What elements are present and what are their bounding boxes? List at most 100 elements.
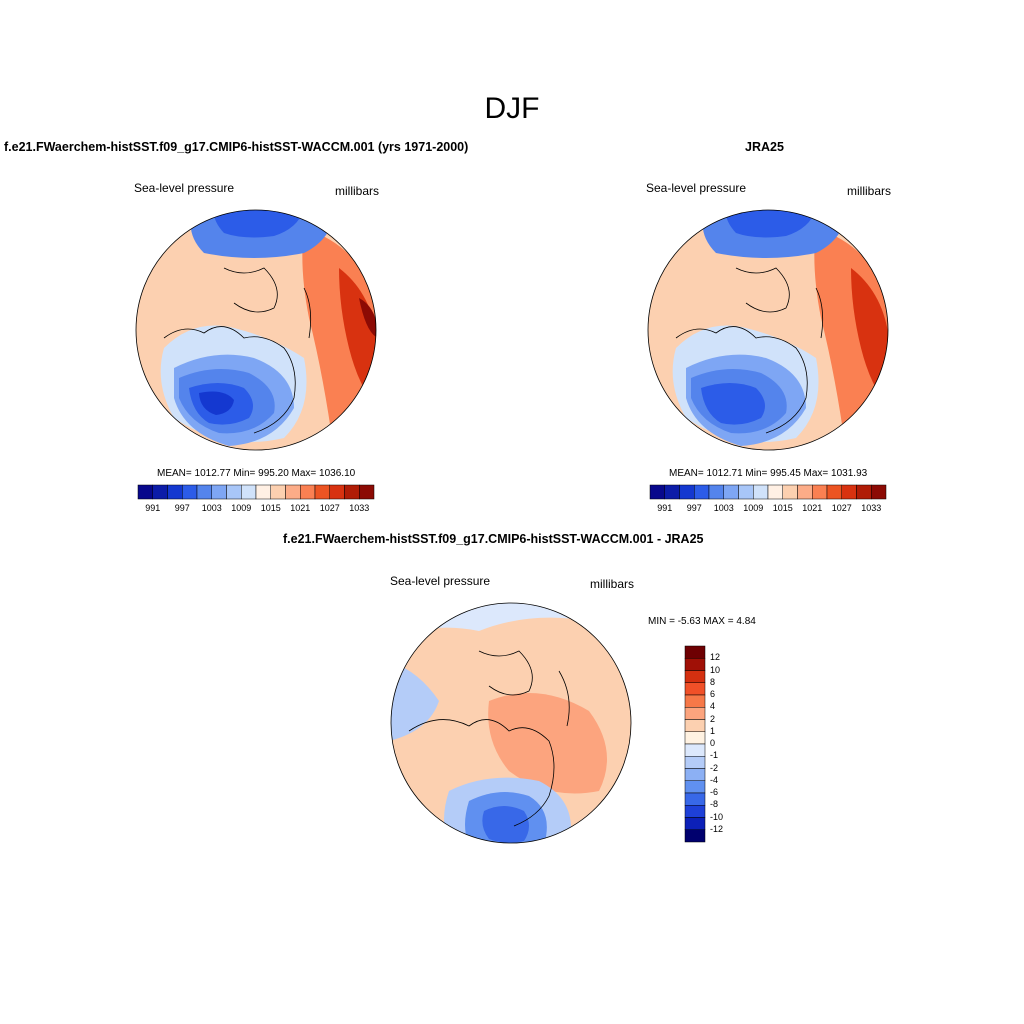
variable-label-diff: Sea-level pressure xyxy=(390,574,491,588)
colorbar-tick-label: 1 xyxy=(710,725,716,736)
map-diff xyxy=(390,602,632,844)
colorbar-swatch xyxy=(767,484,783,500)
colorbar-swatch xyxy=(684,780,706,794)
colorbar-swatch xyxy=(753,484,769,500)
colorbar-tick-label: -12 xyxy=(710,823,724,834)
colorbar-swatch xyxy=(871,484,887,500)
colorbar-tick-label: -8 xyxy=(710,799,719,810)
colorbar-swatch xyxy=(684,670,706,683)
colorbar-swatch xyxy=(694,484,710,500)
colorbar-tick-label: 6 xyxy=(710,689,716,699)
colorbar-tick-label: 8 xyxy=(710,676,716,687)
colorbar-tick-label: 1003 xyxy=(713,503,734,513)
colorbar-swatch xyxy=(664,484,680,500)
colorbar-swatch xyxy=(167,484,183,500)
colorbar-swatch xyxy=(684,792,706,806)
colorbar-model xyxy=(137,484,375,500)
colorbar-tick-label: -10 xyxy=(710,811,724,822)
negative-difference-south-core xyxy=(482,806,529,843)
variable-label-model: Sea-level pressure xyxy=(134,181,235,195)
coastline xyxy=(675,267,824,434)
units-label-model: millibars xyxy=(335,184,380,198)
figure-title: DJF xyxy=(484,92,540,125)
colorbar-swatch xyxy=(684,731,706,745)
colorbar-tick-label: 1033 xyxy=(349,503,370,513)
colorbar-tick-label: -4 xyxy=(710,774,719,785)
colorbar-swatch xyxy=(649,484,665,500)
colorbar-tick-label: 1015 xyxy=(260,503,281,513)
colorbar-swatch xyxy=(708,484,724,500)
colorbar-swatch xyxy=(684,645,706,659)
colorbar-swatch xyxy=(182,484,198,500)
negative-difference-west xyxy=(391,661,439,741)
colorbar-swatch xyxy=(684,743,706,757)
colorbar-tick-label: 1021 xyxy=(802,503,823,513)
colorbar-swatch xyxy=(329,484,345,500)
colorbar-swatch xyxy=(723,484,739,500)
colorbar-tick-label: 1027 xyxy=(319,503,340,513)
units-label-diff: millibars xyxy=(590,577,635,591)
coastline xyxy=(408,650,570,827)
colorbar-swatch xyxy=(782,484,798,500)
colorbar-swatch xyxy=(679,484,695,500)
colorbar-tick-label: 0 xyxy=(710,738,716,748)
colorbar-tick-label: 991 xyxy=(145,503,161,513)
colorbar-tick-label: 1021 xyxy=(290,503,311,513)
colorbar-tick-label: 1015 xyxy=(772,503,793,513)
colorbar-tick-label: 1003 xyxy=(201,503,222,513)
colorbar-tick-label: 997 xyxy=(174,503,190,513)
colorbar-swatch xyxy=(684,707,706,720)
colorbar-swatch xyxy=(300,484,316,500)
colorbar-swatch xyxy=(684,817,706,830)
positive-difference-center xyxy=(488,693,607,794)
max-pressure-spot xyxy=(359,298,376,338)
colorbar-tick-label: 997 xyxy=(686,503,702,513)
colorbar-tick-label: 1009 xyxy=(743,503,764,513)
colorbar-swatch xyxy=(826,484,842,500)
units-label-obs: millibars xyxy=(847,184,892,198)
colorbar-swatch xyxy=(856,484,872,500)
colorbar-swatch xyxy=(812,484,828,500)
colorbar-obs xyxy=(649,484,887,500)
colorbar-swatch xyxy=(684,805,706,818)
colorbar-swatch xyxy=(241,484,257,500)
coastline xyxy=(163,267,312,434)
colorbar-diff xyxy=(684,645,706,843)
map-obs xyxy=(647,209,889,451)
colorbar-swatch xyxy=(684,658,706,671)
colorbar-swatch xyxy=(137,484,153,500)
colorbar-swatch xyxy=(684,756,706,769)
colorbar-swatch xyxy=(359,484,375,500)
colorbar-tick-label: -6 xyxy=(710,787,719,797)
variable-label-obs: Sea-level pressure xyxy=(646,181,747,195)
colorbar-tick-label: 2 xyxy=(710,713,716,724)
panel-title-obs: JRA25 xyxy=(745,140,784,154)
min-pressure-core xyxy=(199,391,234,415)
colorbar-tick-label: 1027 xyxy=(831,503,852,513)
colorbar-swatch xyxy=(738,484,754,500)
colorbar-tick-label: -1 xyxy=(710,750,719,761)
colorbar-swatch xyxy=(196,484,212,500)
low-pressure-north-core xyxy=(725,210,816,238)
colorbar-tick-label: 10 xyxy=(710,664,721,675)
stats-diff: MIN = -5.63 MAX = 4.84 xyxy=(648,616,756,627)
panel-title-diff: f.e21.FWaerchem-histSST.f09_g17.CMIP6-hi… xyxy=(283,532,704,546)
colorbar-swatch xyxy=(344,484,360,500)
colorbar-swatch xyxy=(684,719,706,732)
colorbar-tick-label: 991 xyxy=(657,503,673,513)
colorbar-swatch xyxy=(797,484,813,500)
stats-obs: MEAN= 1012.71 Min= 995.45 Max= 1031.93 xyxy=(669,468,868,479)
colorbar-swatch xyxy=(211,484,227,500)
colorbar-swatch xyxy=(684,768,706,781)
colorbar-swatch xyxy=(841,484,857,500)
colorbar-swatch xyxy=(255,484,271,500)
colorbar-swatch xyxy=(684,829,706,843)
colorbar-swatch xyxy=(152,484,168,500)
colorbar-swatch xyxy=(314,484,330,500)
colorbar-swatch xyxy=(226,484,242,500)
colorbar-swatch xyxy=(270,484,286,500)
colorbar-tick-label: 1009 xyxy=(231,503,252,513)
low-pressure-north-core xyxy=(213,210,304,238)
colorbar-swatch xyxy=(684,682,706,696)
colorbar-swatch xyxy=(684,694,706,708)
